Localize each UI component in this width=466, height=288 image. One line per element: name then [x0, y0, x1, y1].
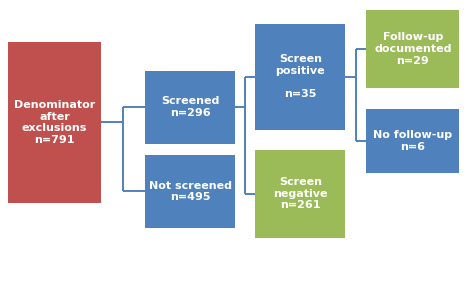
FancyBboxPatch shape	[145, 155, 235, 228]
FancyBboxPatch shape	[366, 10, 459, 88]
FancyBboxPatch shape	[255, 24, 345, 130]
Text: Screen
positive

n=35: Screen positive n=35	[275, 54, 325, 99]
Text: Follow-up
documented
n=29: Follow-up documented n=29	[374, 32, 452, 66]
Text: Denominator
after
exclusions
n=791: Denominator after exclusions n=791	[14, 100, 95, 145]
Text: No follow-up
n=6: No follow-up n=6	[373, 130, 452, 152]
Text: Not screened
n=495: Not screened n=495	[149, 181, 232, 202]
FancyBboxPatch shape	[255, 150, 345, 238]
FancyBboxPatch shape	[8, 42, 101, 203]
FancyBboxPatch shape	[366, 109, 459, 173]
Text: Screened
n=296: Screened n=296	[161, 96, 219, 118]
FancyBboxPatch shape	[145, 71, 235, 144]
Text: Screen
negative
n=261: Screen negative n=261	[273, 177, 328, 210]
